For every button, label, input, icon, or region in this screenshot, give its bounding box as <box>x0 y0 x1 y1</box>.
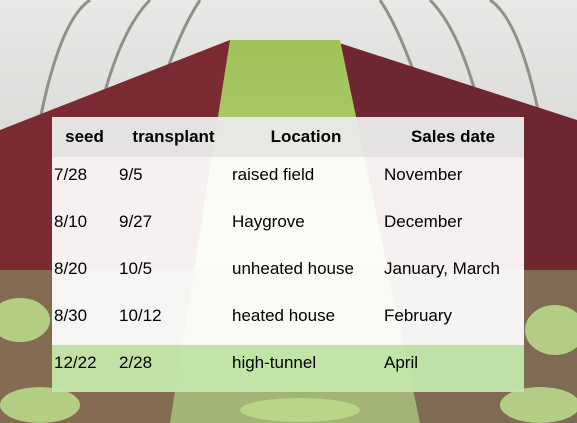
header-cell: seed <box>52 117 117 157</box>
table-cell: 2/28 <box>117 345 230 392</box>
header-cell: Sales date <box>382 117 524 157</box>
table-cell: 8/20 <box>52 251 117 298</box>
table-cell: December <box>382 204 524 251</box>
table-cell: heated house <box>230 298 382 345</box>
table-row: 12/22 2/28 high-tunnel April <box>52 345 524 392</box>
table-cell: November <box>382 157 524 204</box>
table-cell: 10/5 <box>117 251 230 298</box>
table-cell: 7/28 <box>52 157 117 204</box>
table-cell: 9/27 <box>117 204 230 251</box>
table-cell: 8/30 <box>52 298 117 345</box>
table-row: 7/28 9/5 raised field November <box>52 157 524 204</box>
table-cell: February <box>382 298 524 345</box>
schedule-table: seed transplant Location Sales date 7/28 9/5… <box>52 117 524 392</box>
table-row: 8/30 10/12 heated house February <box>52 298 524 345</box>
table-cell: high-tunnel <box>230 345 382 392</box>
table-cell: 12/22 <box>52 345 117 392</box>
table-row: 8/20 10/5 unheated house January, March <box>52 251 524 298</box>
table-cell: January, March <box>382 251 524 298</box>
header-cell: Location <box>230 117 382 157</box>
header-row: seed transplant Location Sales date <box>52 117 524 157</box>
table-cell: 8/10 <box>52 204 117 251</box>
table-cell: Haygrove <box>230 204 382 251</box>
table-cell: unheated house <box>230 251 382 298</box>
table-cell: 9/5 <box>117 157 230 204</box>
table-row: 8/10 9/27 Haygrove December <box>52 204 524 251</box>
table-cell: April <box>382 345 524 392</box>
table-cell: raised field <box>230 157 382 204</box>
header-cell: transplant <box>117 117 230 157</box>
table-cell: 10/12 <box>117 298 230 345</box>
